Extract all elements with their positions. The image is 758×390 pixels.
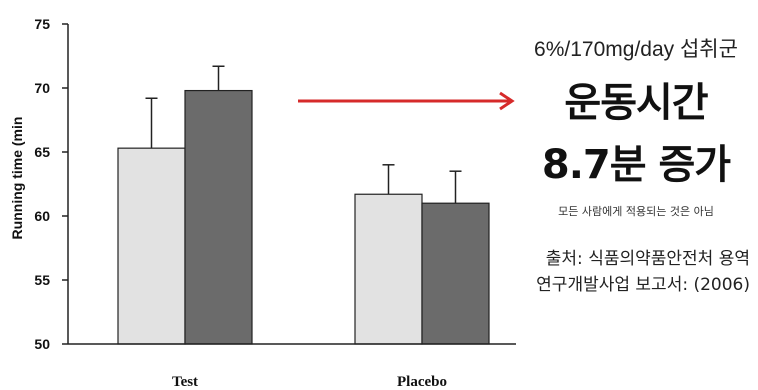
bar xyxy=(421,202,490,345)
y-tick-label: 50 xyxy=(34,336,50,352)
x-axis-labels: Test Placebo xyxy=(172,374,447,390)
x-category-label: Test xyxy=(172,374,198,390)
error-bars xyxy=(145,65,462,204)
source-line-2: 연구개발사업 보고서: (2006) xyxy=(536,275,750,295)
red-arrow xyxy=(298,91,515,111)
y-axis-label: Running time (min xyxy=(9,117,25,240)
source-line-1: 출처: 식품의약품안전처 용역 xyxy=(545,249,750,269)
bar xyxy=(354,193,423,345)
y-tick-label: 65 xyxy=(34,144,50,160)
disclaimer-note: 모든 사람에게 적용되는 것은 아님 xyxy=(558,205,714,218)
x-category-label: Placebo xyxy=(397,374,447,390)
y-tick-label: 70 xyxy=(34,80,50,96)
y-tick-label: 60 xyxy=(34,208,50,224)
y-tick-label: 55 xyxy=(34,272,50,288)
bar xyxy=(117,147,186,345)
y-axis-ticks: 50 55 60 65 70 75 xyxy=(34,16,68,352)
dose-subtitle: 6%/170mg/day 섭취군 xyxy=(534,38,738,61)
headline-line-2: 8.7분 증가 xyxy=(541,142,731,188)
bars xyxy=(117,89,490,345)
headline-line-1: 운동시간 xyxy=(564,80,708,126)
y-tick-label: 75 xyxy=(34,16,50,32)
bar xyxy=(184,89,253,345)
